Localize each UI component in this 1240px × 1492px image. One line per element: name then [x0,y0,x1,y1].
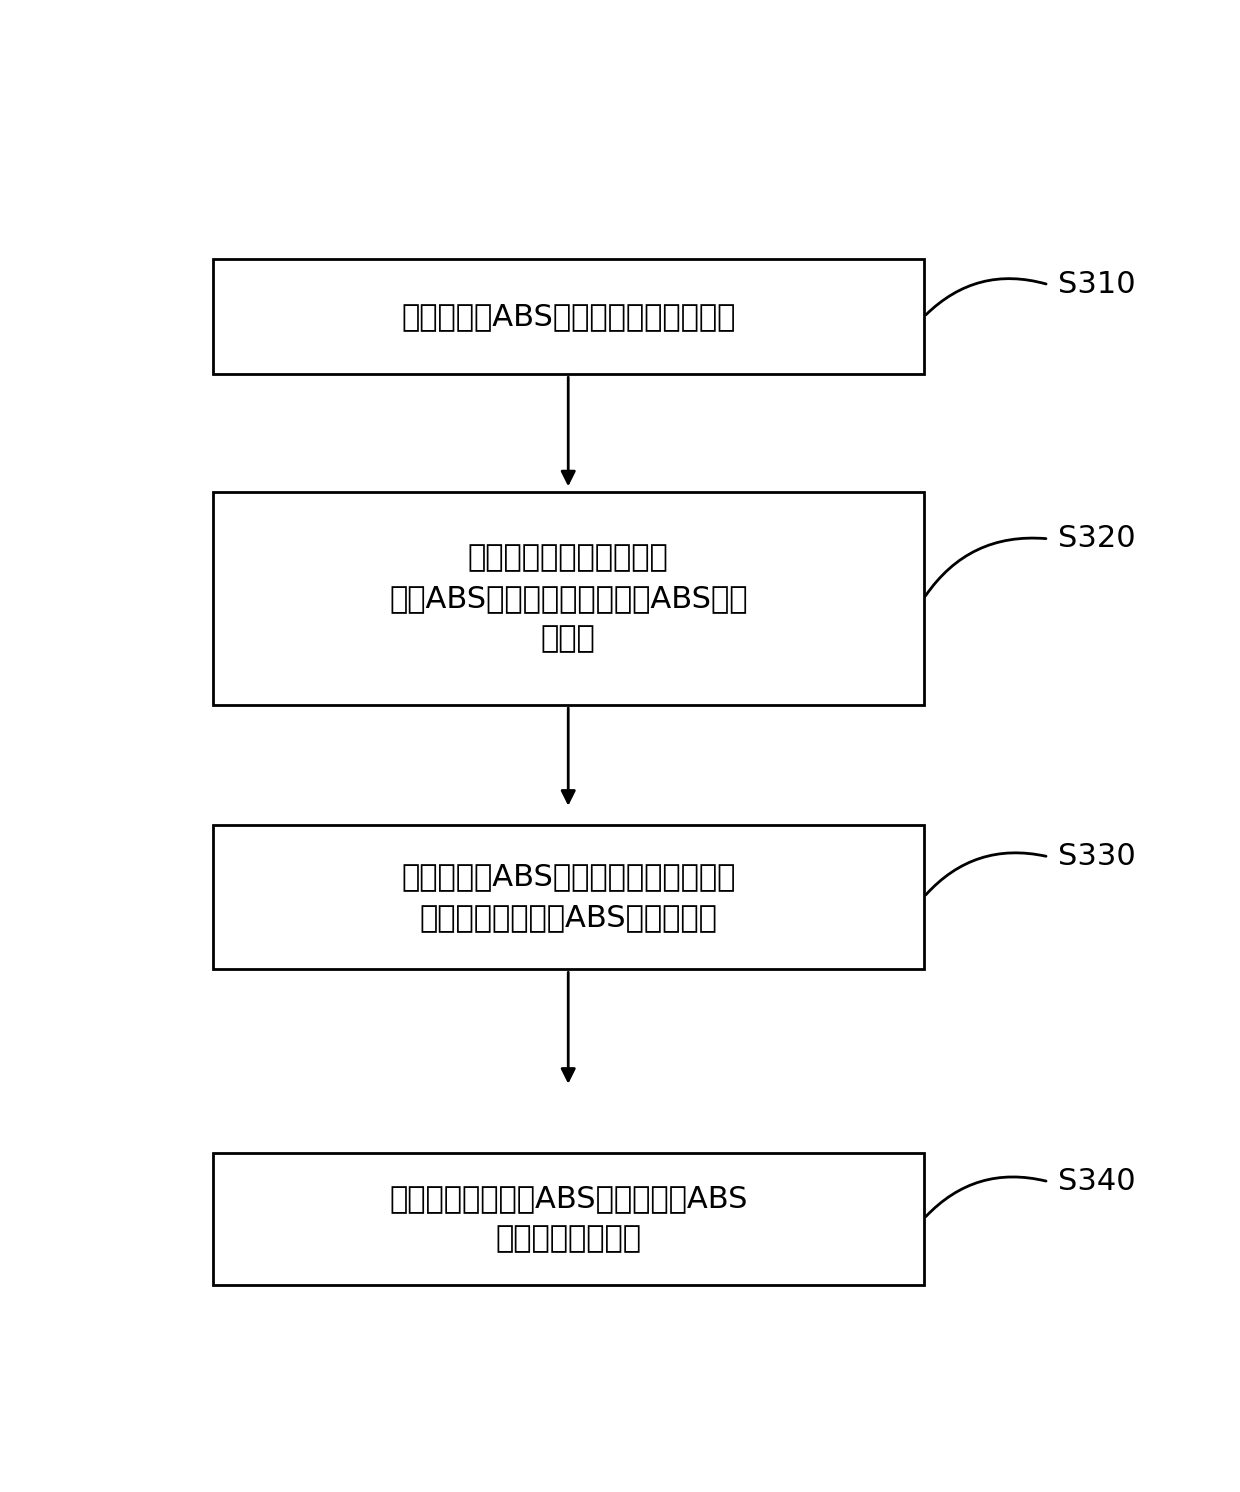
Text: S330: S330 [1059,843,1136,871]
Bar [213,825,924,968]
Text: 宏基站发送ABS子帧模式信息给微基站: 宏基站发送ABS子帧模式信息给微基站 [401,303,735,331]
Text: 宏基站基于当前的ABS子帧个数对ABS
子帧模式进行调整: 宏基站基于当前的ABS子帧个数对ABS 子帧模式进行调整 [389,1185,748,1253]
Bar [213,492,924,704]
Text: S320: S320 [1059,524,1136,554]
Text: S340: S340 [1059,1167,1136,1197]
Bar [213,260,924,374]
Bar [213,1153,924,1285]
Text: 宏基站接收微基站反馈的
基于ABS子帧模式信息统计的ABS状态
信息；: 宏基站接收微基站反馈的 基于ABS子帧模式信息统计的ABS状态 信息； [389,543,748,653]
Text: S310: S310 [1059,270,1136,300]
Text: 宏基站基于ABS状态信息以及自身负载
情况，确定当前的ABS子帧个数；: 宏基站基于ABS状态信息以及自身负载 情况，确定当前的ABS子帧个数； [401,862,735,932]
